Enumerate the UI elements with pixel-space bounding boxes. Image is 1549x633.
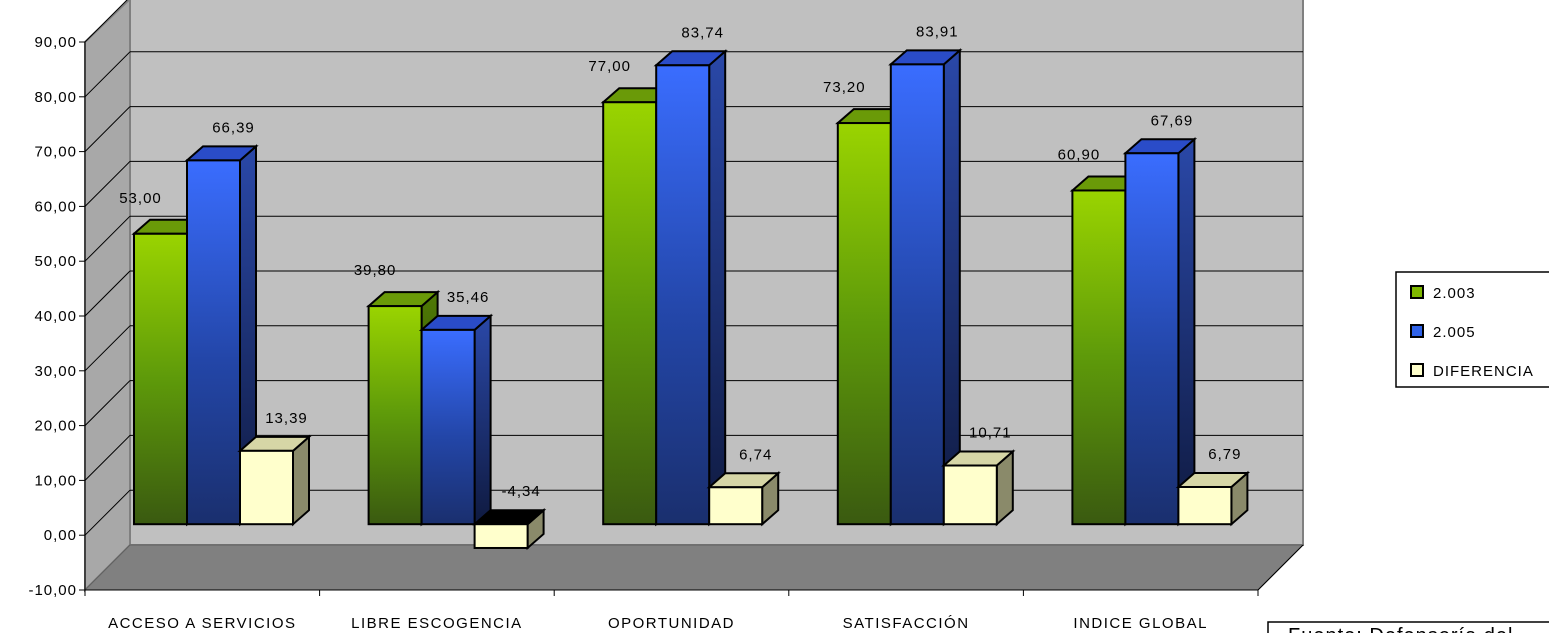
x-category-label: INDICE GLOBAL [1073,615,1208,632]
bar-front [420,328,476,526]
y-tick-label: 0,00 [44,527,77,544]
bar-front [836,122,892,526]
bar-series-diferencia [237,434,312,527]
bar-series-2005 [653,49,728,527]
x-axis-depth-line [1257,544,1304,591]
gridline-side [84,435,131,481]
legend-swatch [1410,363,1424,377]
bar-series-2005 [418,313,494,527]
gridline-side [84,51,131,98]
data-label: 10,71 [969,425,1012,442]
gridline-side [84,106,131,152]
y-tick-label: 40,00 [34,308,77,325]
legend-label: 2.005 [1433,324,1476,341]
bar-front [1124,152,1180,526]
bars [131,48,1251,551]
bar-front [655,64,711,526]
data-label: 60,90 [1058,146,1101,163]
bar-series-diferencia [1175,470,1251,527]
data-label: 83,91 [916,23,959,40]
gridline-side [84,325,131,372]
bar-side [1177,137,1196,527]
legend-label: 2.003 [1433,285,1476,302]
data-label: 73,20 [823,79,866,96]
y-tick-label: 90,00 [34,34,77,51]
x-axis: ACCESO A SERVICIOS LIBRE ESCOGENCIA OPORTU… [84,544,1304,632]
gridline-side [84,489,131,536]
bar-series-diferencia [941,449,1016,527]
bar-front [1071,189,1127,526]
legend: 2.003 2.005 DIFERENCIA [1395,271,1549,388]
bar-front [889,63,945,526]
data-labels: 53,00 66,39 13,39 39,80 35,46 -4,34 77,00 83,74… [119,23,1241,500]
gridline-side [84,215,131,262]
data-label: -4,34 [501,483,540,500]
bar-front [602,101,658,526]
bar-front [239,449,294,526]
bar-front [1177,485,1233,526]
y-tick-label: 10,00 [34,472,77,489]
y-axis: -10,00 0,00 10,00 20,00 30,00 40,00 50,00 60,00… [28,34,86,599]
bar-series-2005 [1122,137,1198,527]
bar-front [186,159,241,526]
x-category-label: SATISFACCIÓN [843,615,970,632]
y-tick-label: -10,00 [28,582,77,599]
legend-label: DIFERENCIA [1433,363,1534,380]
bar-front [942,464,998,526]
y-tick-label: 50,00 [34,253,77,270]
legend-swatch [1410,324,1424,338]
source-note-text: Fuente: Defensoría del [1288,625,1513,633]
gridline-side [84,161,131,207]
bar-front [367,305,423,526]
data-label: 53,00 [119,190,162,207]
bar-series-diferencia [471,507,547,551]
data-label: 35,46 [447,289,490,306]
y-tick-label: 60,00 [34,198,77,215]
gridline-side [84,270,131,317]
side-wall [84,0,131,593]
source-note-box [1267,621,1549,633]
floor [83,544,1305,591]
x-category-label: LIBRE ESCOGENCIA [351,615,523,632]
data-label: 66,39 [212,119,255,136]
y-tick-label: 30,00 [34,363,77,380]
data-label: 83,74 [681,24,724,41]
bar-series-2005 [184,144,259,527]
gridline-side [84,0,128,43]
y-tick-label: 20,00 [34,418,77,435]
bar-side [473,313,492,527]
data-label: 67,69 [1151,112,1194,129]
bar-side [708,49,727,527]
bar-front [473,523,529,549]
source-note: Fuente: Defensoría del [1267,621,1549,633]
y-tick-label: 70,00 [34,144,77,161]
data-label: 6,74 [739,446,772,463]
data-label: 39,80 [354,262,397,279]
x-category-label: ACCESO A SERVICIOS [108,615,296,632]
data-label: 77,00 [588,58,631,75]
bar-series-2005 [888,48,963,527]
y-tick-label: 80,00 [34,89,77,106]
bar-front [708,486,764,526]
data-label: 6,79 [1208,446,1241,463]
data-label: 13,39 [265,410,308,427]
bar-front [133,232,188,526]
gridline-side [84,380,131,426]
bar-series-diferencia [706,471,781,527]
x-category-label: OPORTUNIDAD [608,615,735,632]
legend-swatch [1410,285,1424,299]
